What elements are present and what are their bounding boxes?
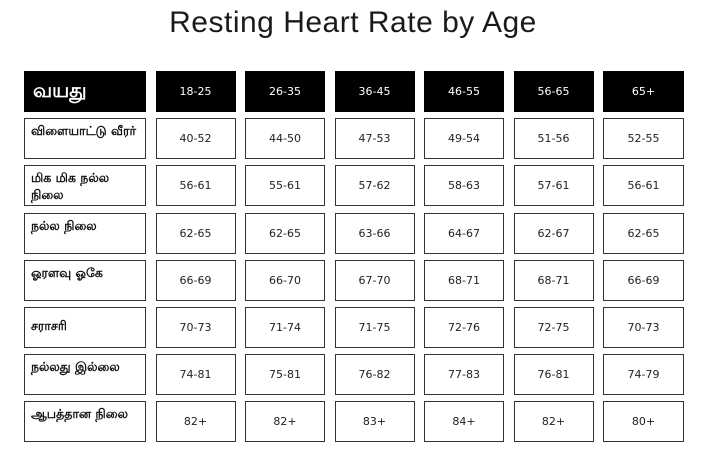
table-cell: 66-69 [155, 259, 236, 301]
table-cell: 82+ [245, 401, 325, 443]
table-cell: 84+ [424, 401, 504, 443]
row-label: சராசரி [24, 306, 146, 348]
row-label: ஆபத்தான நிலை [24, 401, 146, 443]
row-label: ஓரளவு ஓகே [24, 259, 146, 301]
table-cell: 44-50 [245, 118, 325, 160]
table-cell: 72-75 [513, 306, 594, 348]
table-cell: 82+ [155, 401, 236, 443]
row-label: விளையாட்டு வீரர் [24, 118, 146, 160]
table-cell: 75-81 [245, 354, 325, 396]
table-cell: 55-61 [245, 165, 325, 207]
table-cell: 77-83 [424, 354, 504, 396]
age-group-header: 26-35 [245, 71, 325, 112]
table-cell: 40-52 [155, 118, 236, 160]
table-cell: 71-75 [334, 306, 415, 348]
age-group-header: 18-25 [155, 71, 236, 112]
table-cell: 62-65 [245, 212, 325, 254]
age-group-header: 36-45 [334, 71, 415, 112]
heart-rate-table: வயது 18-25 26-35 36-45 46-55 56-65 65+ வ… [24, 71, 684, 443]
table-cell: 76-81 [513, 354, 594, 396]
row-label: நல்ல நிலை [24, 212, 146, 254]
table-cell: 68-71 [424, 259, 504, 301]
table-cell: 62-65 [603, 212, 684, 254]
table-cell: 83+ [334, 401, 415, 443]
table-cell: 70-73 [155, 306, 236, 348]
table-cell: 72-76 [424, 306, 504, 348]
table-cell: 80+ [603, 401, 684, 443]
table-cell: 66-70 [245, 259, 325, 301]
table-cell: 57-62 [334, 165, 415, 207]
page-title: Resting Heart Rate by Age [169, 6, 537, 39]
table-cell: 74-81 [155, 354, 236, 396]
table-cell: 51-56 [513, 118, 594, 160]
age-group-header: 46-55 [424, 71, 504, 112]
table-cell: 49-54 [424, 118, 504, 160]
table-cell: 58-63 [424, 165, 504, 207]
row-label: நல்லது இல்லை [24, 354, 146, 396]
table-cell: 47-53 [334, 118, 415, 160]
age-header-label: வயது [24, 71, 146, 112]
table-cell: 70-73 [603, 306, 684, 348]
table-cell: 67-70 [334, 259, 415, 301]
table-cell: 64-67 [424, 212, 504, 254]
table-cell: 56-61 [603, 165, 684, 207]
age-group-header: 56-65 [513, 71, 594, 112]
age-group-header: 65+ [603, 71, 684, 112]
table-cell: 62-65 [155, 212, 236, 254]
table-cell: 71-74 [245, 306, 325, 348]
table-cell: 66-69 [603, 259, 684, 301]
table-cell: 68-71 [513, 259, 594, 301]
table-cell: 62-67 [513, 212, 594, 254]
row-label: மிக மிக நல்ல நிலை [24, 165, 146, 207]
table-cell: 74-79 [603, 354, 684, 396]
table-cell: 57-61 [513, 165, 594, 207]
table-cell: 76-82 [334, 354, 415, 396]
table-cell: 56-61 [155, 165, 236, 207]
table-cell: 52-55 [603, 118, 684, 160]
table-cell: 63-66 [334, 212, 415, 254]
table-cell: 82+ [513, 401, 594, 443]
